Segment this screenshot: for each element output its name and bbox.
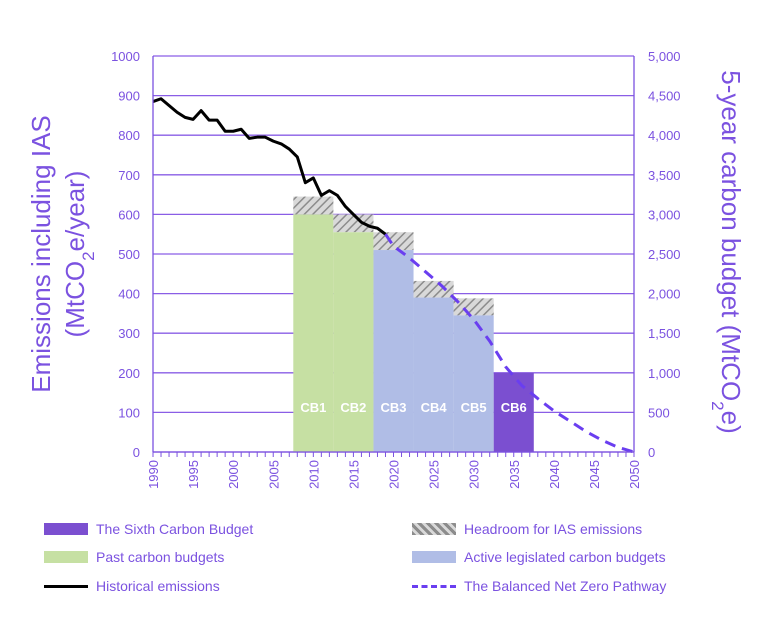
y-right-tick-label: 4,500 <box>648 89 681 104</box>
budget-label-cb5: CB5 <box>461 400 487 415</box>
y-right-tick-label: 1,500 <box>648 326 681 341</box>
budget-bar-cb2 <box>333 232 374 452</box>
y-left-tick-label: 700 <box>118 168 140 183</box>
headroom-bar-cb2 <box>333 214 374 233</box>
headroom-bar-cb1 <box>293 196 334 215</box>
budget-bar-cb4 <box>413 297 454 452</box>
x-tick-label: 2035 <box>507 460 522 489</box>
budget-label-cb1: CB1 <box>300 400 326 415</box>
budget-label-cb6: CB6 <box>501 400 527 415</box>
y-left-tick-label: 200 <box>118 366 140 381</box>
x-tick-label: 1995 <box>186 460 201 489</box>
x-tick-label: 2020 <box>387 460 402 489</box>
budget-bar-cb6 <box>493 372 534 452</box>
y-right-tick-label: 500 <box>648 405 670 420</box>
y-right-tick-label: 4,000 <box>648 128 681 143</box>
x-tick-label: 2025 <box>427 460 442 489</box>
y-right-tick-label: 3,500 <box>648 168 681 183</box>
y-right-axis-title: 5-year carbon budget (MtCO2e) <box>709 70 747 434</box>
historical-emissions-line <box>152 97 387 236</box>
y-left-tick-label: 500 <box>118 247 140 262</box>
y-right-tick-label: 2,500 <box>648 247 681 262</box>
x-tick-label: 2010 <box>306 460 321 489</box>
budget-label-cb3: CB3 <box>380 400 406 415</box>
budget-bar-cb1 <box>293 214 334 452</box>
x-tick-label: 2040 <box>547 460 562 489</box>
x-tick-label: 2045 <box>587 460 602 489</box>
headroom-bar-cb4 <box>413 280 454 298</box>
net-zero-pathway-line <box>384 233 635 454</box>
y-right-tick-label: 3,000 <box>648 207 681 222</box>
y-left-tick-label: 0 <box>133 445 140 460</box>
x-tick-label: 2015 <box>346 460 361 489</box>
x-tick-label: 2030 <box>467 460 482 489</box>
budget-bar-cb3 <box>373 250 414 452</box>
budget-label-cb4: CB4 <box>421 400 448 415</box>
headroom-bar-cb3 <box>373 232 414 251</box>
x-tick-label: 2000 <box>226 460 241 489</box>
y-right-tick-label: 1,000 <box>648 366 681 381</box>
x-tick-label: 2005 <box>266 460 281 489</box>
y-left-axis-title-line2: (MtCO2e/year) <box>60 171 98 338</box>
x-tick-label: 2050 <box>627 460 642 489</box>
x-tick-label: 1990 <box>146 460 161 489</box>
y-left-axis-title-line1: Emissions including IAS <box>26 115 56 392</box>
y-right-tick-label: 5,000 <box>648 49 681 64</box>
y-left-tick-label: 600 <box>118 207 140 222</box>
y-left-tick-label: 1000 <box>111 49 140 64</box>
y-left-tick-label: 400 <box>118 287 140 302</box>
y-right-tick-label: 0 <box>648 445 655 460</box>
y-left-tick-label: 300 <box>118 326 140 341</box>
headroom-bar-cb5 <box>453 298 494 316</box>
y-right-tick-label: 2,000 <box>648 287 681 302</box>
budget-label-cb2: CB2 <box>340 400 366 415</box>
y-left-tick-label: 800 <box>118 128 140 143</box>
y-left-tick-label: 900 <box>118 89 140 104</box>
y-left-tick-label: 100 <box>118 405 140 420</box>
